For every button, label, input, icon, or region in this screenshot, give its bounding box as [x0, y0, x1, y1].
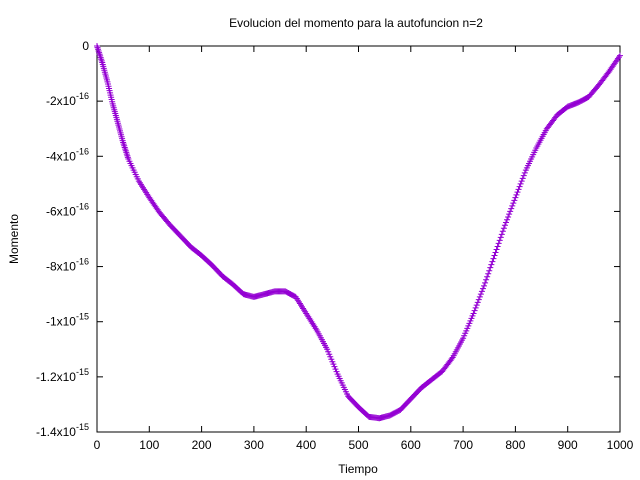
axis-ticks: 0 100 200 300 400 500 600 700 800 900 1000 0 -2x10-1…	[36, 39, 634, 452]
data-point	[617, 52, 623, 59]
x-tick-label: 800	[505, 438, 525, 452]
data-point	[493, 246, 500, 253]
data-point	[495, 240, 502, 247]
data-point	[478, 288, 485, 295]
y-tick-label: -1x10-15	[46, 312, 89, 329]
x-tick-label: 400	[296, 438, 316, 452]
data-point	[483, 276, 490, 283]
data-point	[487, 264, 494, 271]
y-tick-label: -1.4x10-15	[36, 422, 89, 439]
data-point	[496, 237, 503, 244]
y-tick-label: -8x10-16	[46, 257, 89, 274]
x-tick-label: 600	[401, 438, 421, 452]
data-point	[520, 172, 527, 179]
y-tick-label: -2x10-16	[46, 91, 89, 108]
data-point	[481, 282, 488, 289]
x-tick-label: 300	[244, 438, 264, 452]
y-tick-label: -4x10-16	[46, 146, 89, 163]
data-point	[494, 243, 501, 250]
data-point	[497, 234, 504, 241]
data-point	[475, 296, 482, 303]
chart-title: Evolucion del momento para la autofuncio…	[229, 16, 483, 30]
data-point	[499, 228, 506, 235]
data-point	[482, 279, 489, 286]
data-point	[512, 194, 519, 201]
y-tick-label: 0	[82, 39, 89, 53]
data-point	[506, 211, 513, 218]
data-point	[473, 302, 480, 309]
data-point	[498, 231, 505, 238]
data-point	[484, 273, 491, 280]
data-series	[94, 43, 623, 422]
y-tick-label: -6x10-16	[46, 201, 89, 218]
x-tick-label: 1000	[607, 438, 634, 452]
data-point	[513, 191, 520, 198]
x-tick-label: 900	[558, 438, 578, 452]
data-point	[472, 304, 479, 311]
data-point	[504, 216, 511, 223]
data-point	[516, 183, 523, 190]
data-point	[511, 197, 518, 204]
x-tick-label: 500	[348, 438, 368, 452]
data-point	[486, 267, 493, 274]
plot-frame	[96, 45, 621, 433]
data-point	[474, 299, 481, 306]
data-point	[490, 255, 497, 262]
data-point	[477, 291, 484, 298]
data-point	[519, 175, 526, 182]
data-point	[517, 180, 524, 187]
data-point	[488, 261, 495, 268]
data-point	[514, 189, 521, 196]
data-point	[500, 225, 507, 232]
x-tick-label: 100	[139, 438, 159, 452]
x-tick-label: 700	[453, 438, 473, 452]
x-tick-label: 0	[94, 438, 101, 452]
data-point	[521, 169, 528, 176]
data-point	[515, 186, 522, 193]
x-axis-label: Tiempo	[338, 462, 378, 476]
data-point	[505, 213, 512, 220]
data-point	[501, 222, 508, 229]
data-point	[470, 310, 477, 317]
data-point	[510, 200, 517, 207]
data-point	[479, 285, 486, 292]
data-point	[518, 178, 525, 185]
data-point	[502, 219, 509, 226]
data-point	[509, 202, 516, 209]
data-point	[489, 258, 496, 265]
data-point	[476, 293, 483, 300]
data-point	[507, 208, 514, 215]
data-point	[491, 252, 498, 259]
y-axis-label: Momento	[7, 214, 21, 264]
x-tick-label: 200	[192, 438, 212, 452]
data-point	[485, 270, 492, 277]
data-point	[448, 355, 455, 362]
y-tick-label: -1.2x10-15	[36, 367, 89, 384]
data-point	[492, 249, 499, 256]
data-point	[471, 307, 478, 314]
data-point	[508, 205, 515, 212]
